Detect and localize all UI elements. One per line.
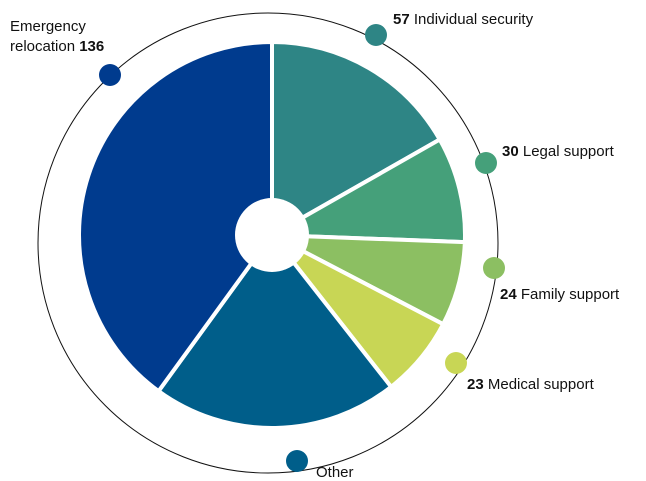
value-label: 57 [393,11,410,28]
slice-label: Other [316,463,354,481]
legend-dot [475,152,497,174]
slice-label: 24 Family support [500,285,619,305]
pie-slice [270,40,442,237]
category-name: Medical support [487,376,594,393]
legend-dot [99,64,121,86]
legend-dot [483,257,505,279]
value-label: 136 [79,38,105,55]
category-name: Family support [520,286,620,303]
legend-dot [365,24,387,46]
category-name: Individual security [413,11,534,28]
value-label: 24 [500,286,517,303]
slice-label: 23 Medical support [467,375,594,395]
legend-dot [445,352,467,374]
value-label: 30 [502,143,519,160]
category-name: Legal support [522,143,614,160]
donut-hole [235,198,309,272]
pie-slice [77,40,274,394]
slice-label: 57 Individual security [393,10,533,30]
category-name: Emergency relocation [10,18,86,55]
value-label: 23 [467,376,484,393]
outer-ring [37,12,499,474]
pie-slice [270,137,467,245]
slice-label: Emergency relocation 136 [10,17,128,57]
pie-slice [156,233,394,430]
category-name: Other [316,464,354,481]
slice-label: 30 Legal support [502,142,614,162]
legend-dot [286,450,308,472]
